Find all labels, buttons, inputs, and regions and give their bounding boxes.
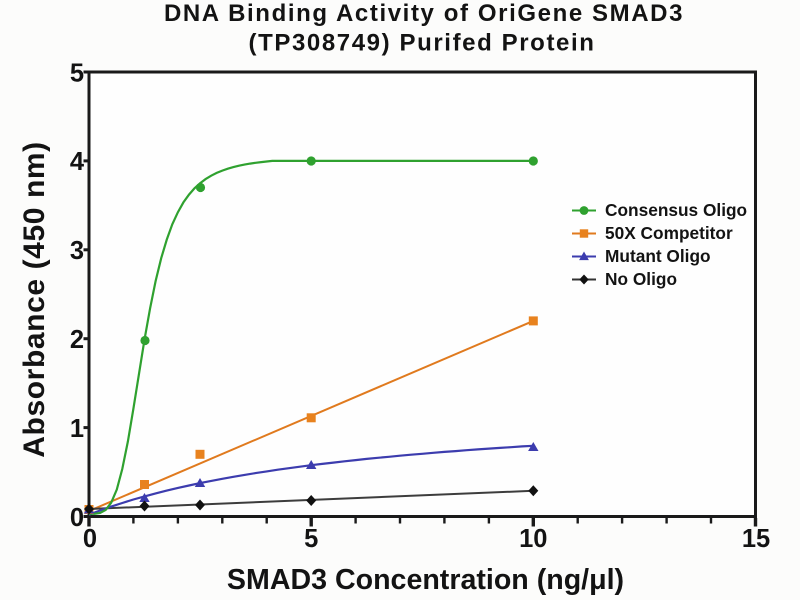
svg-text:0: 0 bbox=[83, 525, 97, 553]
svg-text:DNA Binding Activity of OriGen: DNA Binding Activity of OriGene SMAD3 bbox=[164, 0, 684, 27]
svg-text:10: 10 bbox=[519, 525, 547, 553]
svg-text:1: 1 bbox=[70, 415, 84, 443]
svg-text:3: 3 bbox=[70, 237, 84, 265]
svg-text:Mutant Oligo: Mutant Oligo bbox=[605, 246, 711, 266]
svg-text:5: 5 bbox=[304, 525, 318, 553]
svg-text:50X Competitor: 50X Competitor bbox=[605, 223, 733, 243]
svg-text:(TP308749) Purifed Protein: (TP308749) Purifed Protein bbox=[248, 30, 595, 57]
svg-text:Absorbance (450 nm): Absorbance (450 nm) bbox=[18, 141, 51, 457]
svg-text:2: 2 bbox=[70, 326, 84, 354]
svg-text:Consensus Oligo: Consensus Oligo bbox=[605, 200, 747, 220]
svg-text:15: 15 bbox=[742, 525, 770, 553]
svg-text:No Oligo: No Oligo bbox=[605, 269, 677, 289]
svg-text:5: 5 bbox=[70, 59, 84, 87]
svg-text:SMAD3 Concentration (ng/μl): SMAD3 Concentration (ng/μl) bbox=[227, 564, 624, 596]
svg-text:0: 0 bbox=[70, 504, 84, 532]
svg-text:4: 4 bbox=[70, 148, 85, 176]
